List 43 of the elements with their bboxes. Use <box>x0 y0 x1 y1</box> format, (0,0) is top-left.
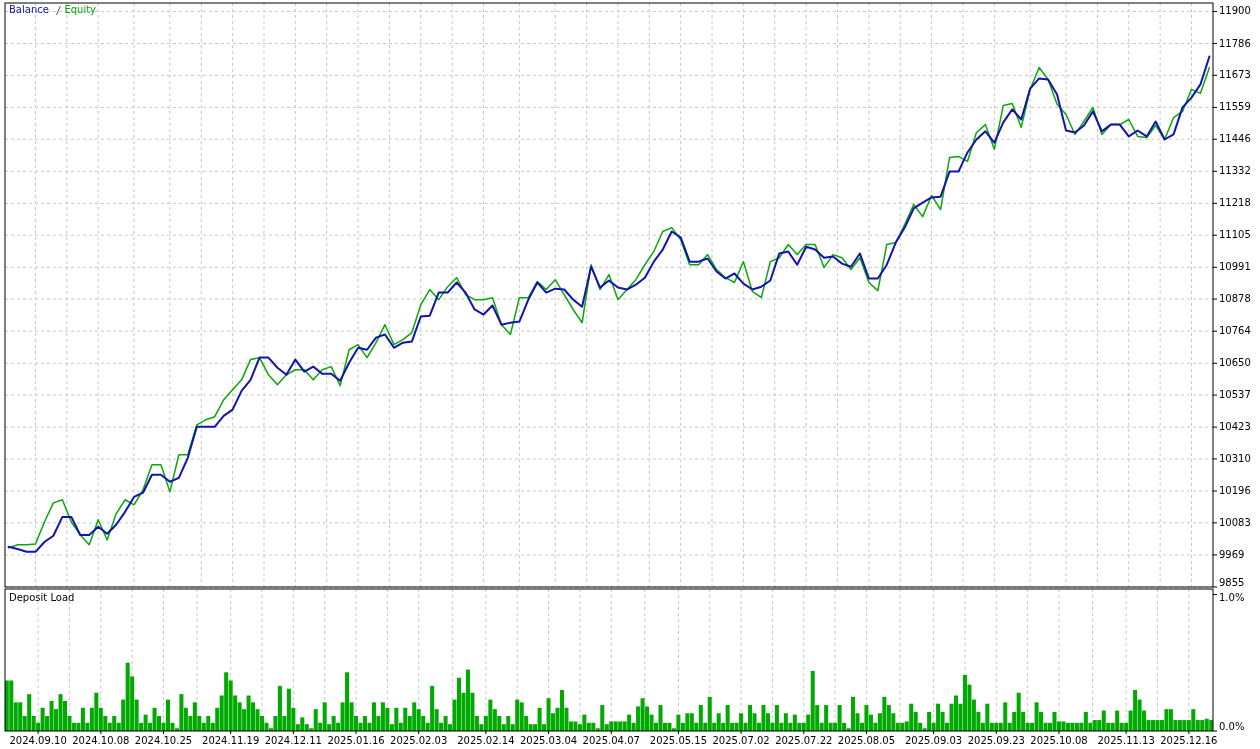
y-tick-label: 10991 <box>1219 261 1251 273</box>
x-tick-label: 2025.02.14 <box>457 735 515 746</box>
y-tick-label: 11673 <box>1219 69 1251 81</box>
x-tick-label: 2025.12.16 <box>1160 735 1218 746</box>
y-tick-label: 10650 <box>1219 357 1251 369</box>
x-tick-label: 2024.11.19 <box>202 735 260 746</box>
x-tick-label: 2024.10.08 <box>72 735 130 746</box>
x-tick-label: 2025.09.23 <box>967 735 1025 746</box>
y-tick-label: 0.0% <box>1219 721 1245 732</box>
x-tick-label: 2025.08.05 <box>837 735 896 746</box>
x-tick-label: 2024.12.11 <box>264 735 322 746</box>
x-tick-label: 2025.09.03 <box>904 735 963 746</box>
y-tick-label: 10878 <box>1219 293 1251 305</box>
y-tick-label: 9969 <box>1219 548 1245 560</box>
x-tick-label: 2024.09.10 <box>9 735 67 746</box>
y-tick-label: 11446 <box>1219 133 1251 145</box>
y-tick-label: 10764 <box>1219 325 1251 337</box>
x-tick-label: 2025.05.15 <box>649 735 708 746</box>
y-tick-label: 11786 <box>1219 37 1251 49</box>
y-tick-label: 10196 <box>1219 485 1251 497</box>
y-tick-label: 11900 <box>1219 5 1251 17</box>
y-tick-label: 10537 <box>1219 389 1251 401</box>
x-tick-label: 2025.04.07 <box>582 735 640 746</box>
y-tick-label: 11332 <box>1219 165 1251 177</box>
x-tick-label: 2025.07.02 <box>712 735 770 746</box>
y-tick-label: 11105 <box>1219 229 1251 241</box>
chart-title: Deposit Load <box>9 592 75 603</box>
y-tick-label: 11218 <box>1219 197 1251 209</box>
y-tick-label: 1.0% <box>1219 592 1245 604</box>
x-tick-label: 2025.07.22 <box>775 735 833 746</box>
x-tick-label: 2025.11.13 <box>1097 735 1155 746</box>
y-tick-label: 10083 <box>1219 516 1251 528</box>
x-tick-label: 2024.10.25 <box>134 735 193 746</box>
y-tick-label: 9855 <box>1219 577 1245 588</box>
x-tick-label: 2025.01.16 <box>327 735 385 746</box>
y-tick-label: 10423 <box>1219 421 1251 433</box>
y-tick-label: 10310 <box>1219 452 1251 464</box>
x-tick-label: 2025.02.03 <box>390 735 448 746</box>
y-tick-label: 11559 <box>1219 101 1251 113</box>
text: Balance <box>9 4 49 15</box>
x-tick-label: 2025.03.04 <box>519 735 578 746</box>
x-tick-label: 2025.10.08 <box>1030 735 1088 746</box>
text: Equity <box>64 4 97 15</box>
